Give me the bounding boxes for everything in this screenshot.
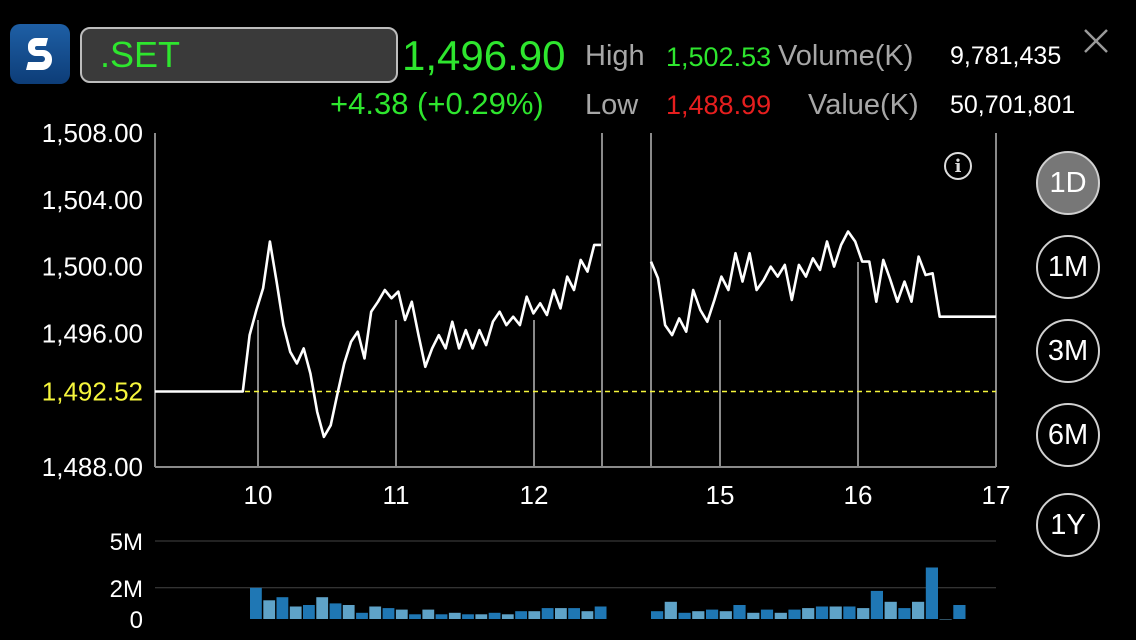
period-3m-label: 3M <box>1047 334 1089 367</box>
volume-bar <box>747 612 760 619</box>
volume-bar <box>356 612 368 619</box>
volume-bar <box>706 609 719 619</box>
price-line-session-2 <box>649 230 996 337</box>
period-1m-label: 1M <box>1047 250 1089 283</box>
volume-bar <box>475 614 488 619</box>
volume-bar <box>760 609 774 619</box>
volume-bar <box>843 606 856 619</box>
volume-bar <box>581 611 594 619</box>
close-button[interactable] <box>1082 27 1110 55</box>
volume-bar <box>815 606 829 619</box>
app-logo <box>10 24 70 84</box>
volume-bar <box>501 614 514 619</box>
volume-bar <box>369 606 382 619</box>
period-1m-button[interactable]: 1M <box>1036 235 1100 299</box>
symbol-input[interactable]: .SET <box>80 27 398 83</box>
volume-bar <box>651 611 664 619</box>
volume-bar <box>733 605 746 619</box>
period-6m-label: 6M <box>1047 418 1089 451</box>
volume-bar <box>939 619 952 620</box>
y-tick-label: 1,508.00 <box>42 118 143 148</box>
volume-bar <box>870 590 883 619</box>
x-tick-label: 10 <box>244 480 273 510</box>
volume-tick-label: 2M <box>110 576 143 603</box>
reference-label: 1,492.52 <box>42 377 143 407</box>
value-label: Value(K) <box>808 89 919 121</box>
volume-bar <box>528 611 541 619</box>
volume-bar <box>289 606 302 619</box>
volume-bar <box>541 608 554 619</box>
volume-bar <box>829 606 842 619</box>
volume-bar <box>898 608 911 619</box>
volume-bar <box>329 603 342 619</box>
volume-bar <box>802 608 815 619</box>
x-tick-label: 12 <box>520 480 549 510</box>
volume-bar <box>448 612 461 619</box>
last-price: 1,496.90 <box>402 32 566 79</box>
volume-bar <box>316 597 329 619</box>
volume-bar <box>395 609 408 619</box>
volume-bar <box>664 601 677 619</box>
volume-bar <box>555 608 567 619</box>
value-value: 50,701,801 <box>950 91 1076 119</box>
high-value: 1,502.53 <box>666 42 772 72</box>
volume-bar <box>409 614 421 619</box>
high-label: High <box>585 40 645 72</box>
volume-value: 9,781,435 <box>950 42 1062 70</box>
volume-bar <box>719 611 732 619</box>
volume-bar <box>382 608 395 619</box>
volume-bar <box>263 600 276 619</box>
volume-bar <box>488 612 501 619</box>
volume-bar <box>678 612 691 619</box>
volume-bar <box>422 609 435 619</box>
volume-bar <box>303 605 315 619</box>
volume-bar <box>568 608 580 619</box>
volume-bar <box>788 609 801 619</box>
volume-bar <box>925 567 938 619</box>
volume-bar <box>774 612 787 619</box>
volume-bar <box>276 597 289 619</box>
volume-bar <box>342 605 355 619</box>
low-value: 1,488.99 <box>666 90 772 120</box>
volume-bar <box>435 614 448 619</box>
x-tick-label: 11 <box>383 480 410 510</box>
period-1d-label: 1D <box>1049 166 1087 199</box>
y-tick-label: 1,504.00 <box>42 185 143 215</box>
volume-bar <box>912 601 925 619</box>
volume-bar <box>692 611 705 619</box>
volume-bar <box>884 601 897 619</box>
volume-bar <box>515 611 527 619</box>
x-tick-label: 16 <box>844 480 873 510</box>
volume-label: Volume(K) <box>778 40 914 72</box>
symbol-text: .SET <box>100 34 181 75</box>
period-3m-button[interactable]: 3M <box>1036 319 1100 383</box>
close-icon <box>1084 29 1108 53</box>
period-1d-button[interactable]: 1D <box>1036 151 1100 215</box>
x-tick-label: 15 <box>706 480 735 510</box>
period-1y-label: 1Y <box>1050 508 1086 541</box>
volume-bar <box>594 606 607 619</box>
low-label: Low <box>585 89 639 121</box>
volume-bar <box>250 587 262 619</box>
volume-tick-label: 0 <box>130 607 143 634</box>
x-tick-label: 17 <box>982 480 1011 510</box>
price-line-session-1 <box>155 240 601 439</box>
price-change: +4.38 (+0.29%) <box>330 86 544 121</box>
volume-bar <box>462 614 474 619</box>
period-6m-button[interactable]: 6M <box>1036 403 1100 467</box>
volume-bar <box>953 605 966 619</box>
volume-tick-label: 5M <box>110 529 143 556</box>
info-icon[interactable]: i <box>944 152 972 180</box>
y-tick-label: 1,496.00 <box>42 318 143 348</box>
volume-bar <box>857 608 870 619</box>
y-tick-label: 1,500.00 <box>42 252 143 282</box>
period-1y-button[interactable]: 1Y <box>1036 493 1100 557</box>
y-tick-label: 1,488.00 <box>42 452 143 482</box>
